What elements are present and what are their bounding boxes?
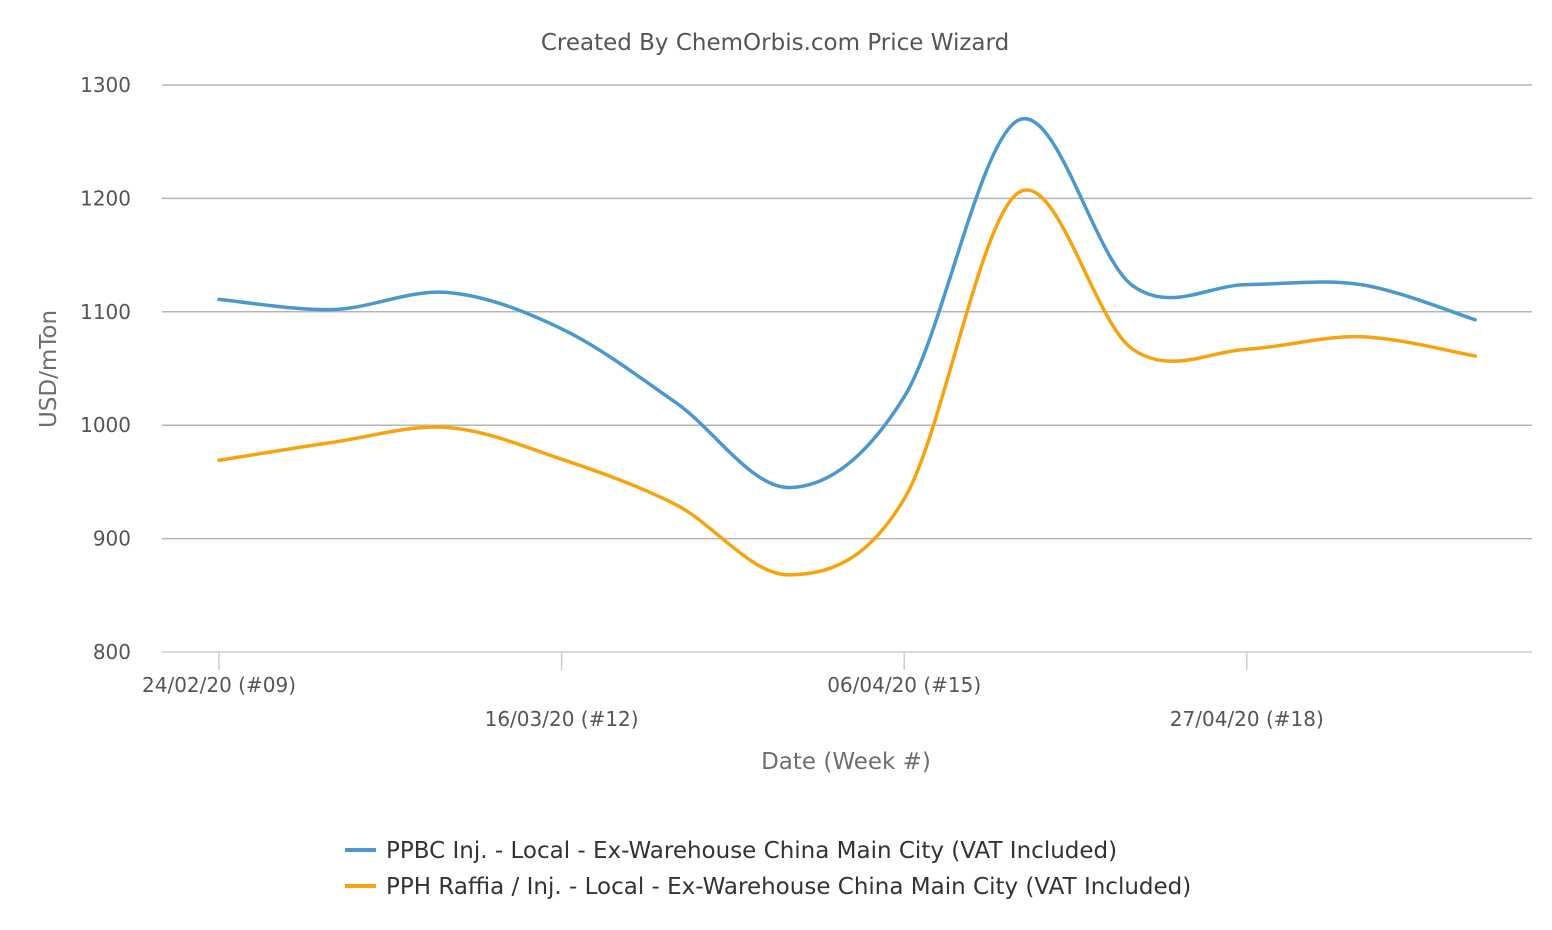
y-tick-label: 1100 — [80, 300, 131, 324]
legend: PPBC Inj. - Local - Ex-Warehouse China M… — [345, 838, 1191, 900]
series-line-2 — [217, 188, 1477, 577]
series-line-1 — [217, 116, 1477, 490]
y-tick-label: 800 — [93, 640, 131, 664]
x-tick-label: 27/04/20 (#18) — [1170, 707, 1324, 731]
x-tick-label: 16/03/20 (#12) — [485, 707, 639, 731]
legend-label: PPBC Inj. - Local - Ex-Warehouse China M… — [386, 838, 1117, 864]
y-tick-label: 1200 — [80, 186, 131, 210]
x-tick-label: 06/04/20 (#15) — [827, 673, 981, 697]
x-axis: 24/02/20 (#09) 16/03/20 (#12) 06/04/20 (#1… — [142, 651, 1532, 731]
grid — [162, 84, 1532, 540]
y-tick-label: 900 — [93, 527, 131, 551]
x-axis-label: Date (Week #) — [761, 749, 931, 775]
y-tick-label: 1300 — [80, 73, 131, 97]
chart-title: Created By ChemOrbis.com Price Wizard — [541, 30, 1009, 56]
y-axis-label: USD/mTon — [36, 310, 62, 428]
legend-label: PPH Raffia / Inj. - Local - Ex-Warehouse… — [386, 874, 1191, 900]
y-tick-label: 1000 — [80, 413, 131, 437]
series-group — [217, 116, 1477, 577]
x-tick-label: 24/02/20 (#09) — [142, 673, 296, 697]
y-axis-ticks: 800 900 1000 1100 1200 1300 — [80, 73, 131, 664]
